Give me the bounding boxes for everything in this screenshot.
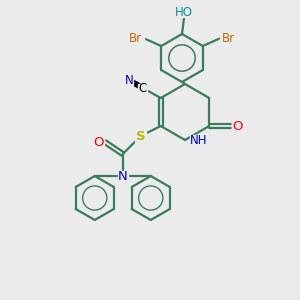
Text: O: O <box>94 136 104 148</box>
Bar <box>138 83 147 92</box>
Text: N: N <box>118 169 128 182</box>
Bar <box>175 7 193 17</box>
Text: Br: Br <box>129 32 142 44</box>
Bar <box>190 135 208 145</box>
Text: O: O <box>232 119 242 133</box>
Text: N: N <box>124 74 133 86</box>
Text: C: C <box>139 82 147 94</box>
Bar <box>232 122 242 130</box>
Bar <box>124 76 133 85</box>
Bar <box>118 171 128 181</box>
Bar <box>126 33 144 43</box>
Text: S: S <box>136 130 146 142</box>
Bar <box>94 137 104 146</box>
Text: HO: HO <box>175 5 193 19</box>
Bar <box>220 33 238 43</box>
Bar <box>135 130 146 142</box>
Text: NH: NH <box>190 134 208 146</box>
Text: Br: Br <box>222 32 235 44</box>
